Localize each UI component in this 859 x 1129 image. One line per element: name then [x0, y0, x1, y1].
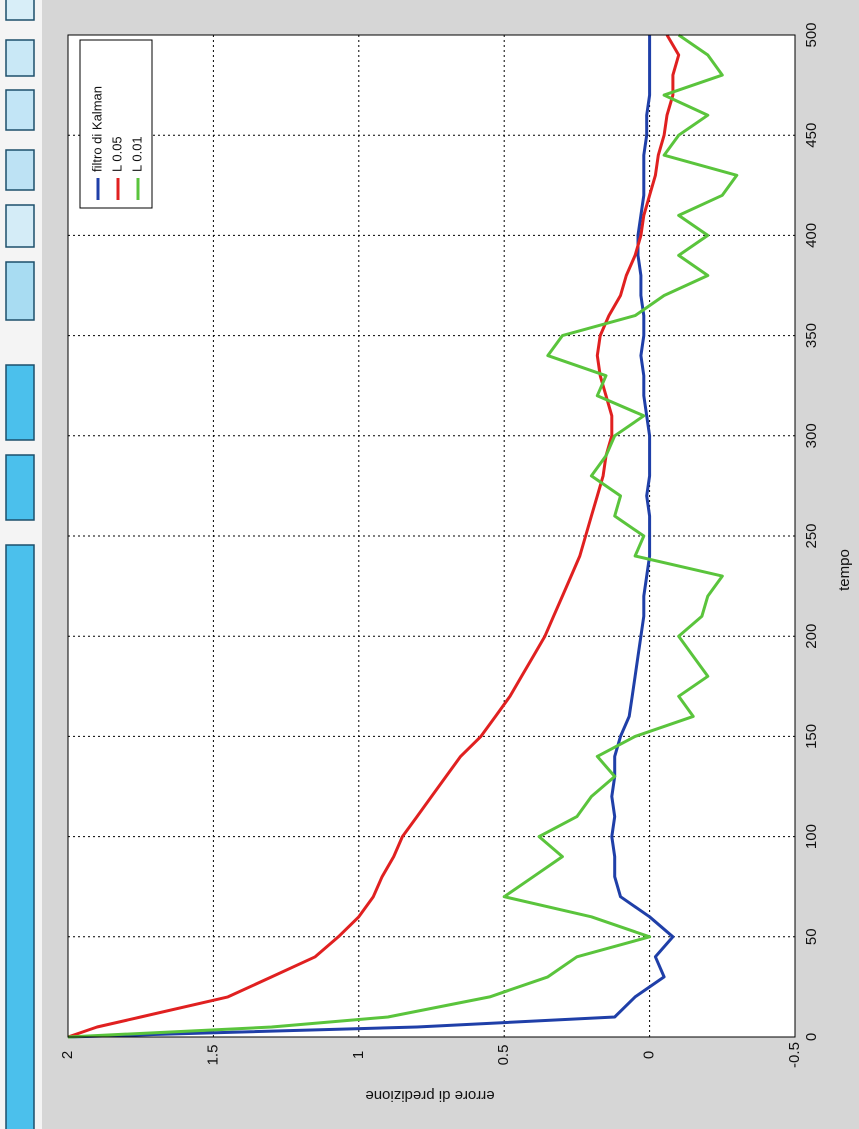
legend-label: filtro di Kalman: [89, 86, 104, 172]
x-tick-label: 400: [803, 223, 820, 248]
plot-frame: [67, 34, 796, 1038]
x-tick-label: 500: [803, 22, 820, 47]
x-tick-label: 100: [803, 824, 820, 849]
y-axis-label: errore di predizione: [365, 1087, 494, 1104]
side-button: [5, 454, 35, 521]
x-tick-label: 250: [803, 523, 820, 548]
x-tick-label: 0: [803, 1033, 820, 1041]
series-line: [67, 34, 681, 1039]
series-line: [67, 35, 675, 1039]
y-tick-label: 2: [59, 1051, 76, 1059]
legend-label: L 0.05: [109, 136, 124, 172]
plot-area: [68, 35, 795, 1037]
side-button: [5, 364, 35, 441]
side-button: [5, 149, 35, 191]
series-line: [67, 33, 739, 1039]
x-tick-label: 50: [803, 928, 820, 945]
side-button: [5, 261, 35, 321]
y-tick-label: 0.5: [495, 1045, 512, 1066]
side-button: [5, 89, 35, 131]
x-axis-label: tempo: [836, 549, 853, 591]
y-tick-label: 1: [350, 1051, 367, 1059]
x-tick-label: 450: [803, 123, 820, 148]
y-tick-label: 0: [641, 1051, 658, 1059]
x-tick-label: 200: [803, 624, 820, 649]
x-tick-label: 300: [803, 423, 820, 448]
x-tick-label: 350: [803, 323, 820, 348]
legend-label: L 0.01: [129, 136, 144, 172]
y-tick-label: 1.5: [204, 1045, 221, 1066]
legend-box: [79, 39, 153, 209]
side-buttons: [5, 0, 35, 1129]
y-tick-label: -0.5: [786, 1042, 803, 1068]
x-tick-label: 150: [803, 724, 820, 749]
side-button: [5, 204, 35, 248]
side-button: [5, 0, 35, 21]
side-button: [5, 544, 35, 1129]
side-button: [5, 39, 35, 77]
